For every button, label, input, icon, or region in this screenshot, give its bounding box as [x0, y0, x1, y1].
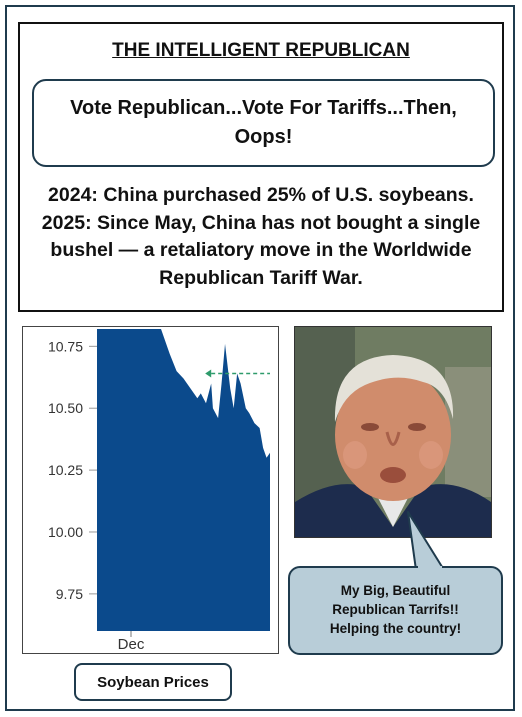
y-tick-label: 10.00 — [48, 524, 83, 540]
y-tick-label: 10.75 — [48, 338, 83, 354]
reference-marker — [205, 369, 212, 378]
chart-caption: Soybean Prices — [97, 673, 209, 691]
poster-title: THE INTELLIGENT REPUBLICAN — [112, 40, 410, 61]
header-panel: THE INTELLIGENT REPUBLICAN Vote Republic… — [18, 22, 504, 312]
y-tick-label: 9.75 — [56, 586, 83, 602]
price-area-series — [97, 329, 270, 631]
man-portrait-icon — [295, 327, 491, 537]
body-line: 2024: China purchased 25% of U.S. soybea… — [48, 184, 474, 206]
portrait-photo — [294, 326, 492, 538]
body-text: 2024: China purchased 25% of U.S. soybea… — [32, 182, 490, 293]
chart-caption-box: Soybean Prices — [74, 663, 232, 701]
speech-line: Helping the country! — [329, 620, 462, 636]
y-tick-label: 10.25 — [48, 462, 83, 478]
body-line: bushel — a retaliatory move in the World… — [50, 239, 472, 262]
chart-canvas: 10.75 10.50 10.25 10.00 9.75 Dec — [48, 329, 270, 653]
body-line: Republican Tariff War. — [159, 267, 363, 290]
speech-line: Republican Tarrifs!! — [332, 602, 459, 618]
headline-box: Vote Republican...Vote For Tariffs...The… — [32, 79, 495, 167]
speech-bubble: My Big, Beautiful Republican Tarrifs!! H… — [288, 566, 503, 655]
x-tick-label: Dec — [118, 636, 145, 653]
body-line: 2025: Since May, China has not bought a … — [41, 211, 481, 234]
headline-text: Vote Republican...Vote For Tariffs...The… — [70, 97, 457, 148]
y-tick-label: 10.50 — [48, 400, 83, 416]
speech-line: My Big, Beautiful — [340, 583, 451, 599]
soybean-price-chart: 10.75 10.50 10.25 10.00 9.75 Dec — [22, 326, 279, 654]
